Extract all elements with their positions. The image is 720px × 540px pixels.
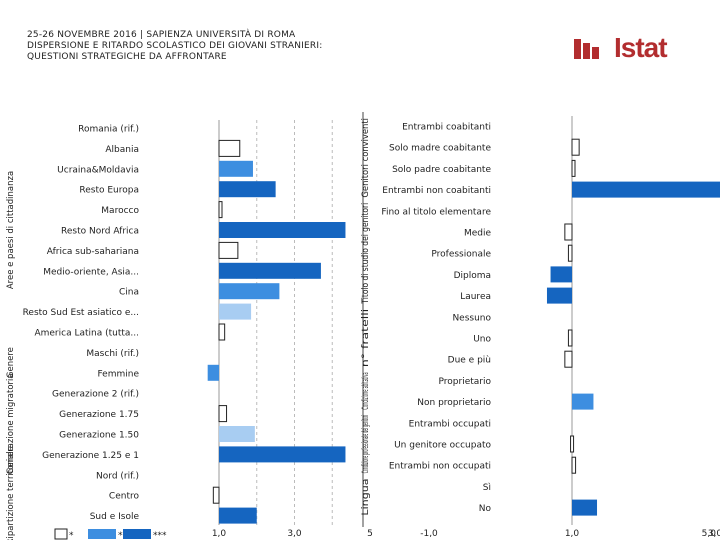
category-label: Ucraina&Moldavia	[57, 165, 139, 175]
bar	[219, 303, 252, 320]
category-label: Albania	[105, 145, 139, 155]
category-label: Solo madre coabitante	[389, 144, 491, 154]
category-label: Medio-oriente, Asia...	[43, 267, 139, 277]
category-label: Marocco	[101, 206, 139, 216]
istat-logo-icon	[574, 39, 599, 59]
bar	[219, 222, 346, 238]
group-label: Genere	[6, 347, 16, 378]
group-label: Ripartizione territoriale	[6, 446, 16, 540]
bar	[219, 283, 280, 300]
category-label: Resto Sud Est asiatico e...	[23, 308, 139, 318]
category-label: Due e più	[448, 356, 491, 366]
bar	[571, 456, 577, 474]
group-label: Aree e paesi di cittadinanza	[6, 171, 16, 289]
category-label: Generazione 2 (rif.)	[52, 390, 139, 400]
tick-label: 1,0	[212, 529, 227, 539]
bar	[219, 160, 253, 177]
category-label: Professionale	[431, 250, 491, 260]
group-label: Condizione professionale dei genitori	[361, 415, 371, 473]
category-label: America Latina (tutta...	[34, 329, 139, 339]
category-label: Proprietario	[439, 377, 492, 387]
bar	[218, 139, 241, 157]
category-label: Africa sub-sahariana	[47, 247, 139, 257]
bar	[564, 350, 573, 368]
category-label: Generazione 1.25 e 1	[42, 451, 139, 461]
category-label: Cina	[119, 288, 139, 298]
bar	[207, 364, 219, 381]
category-label: Sud e Isole	[90, 512, 140, 522]
istat-logo: Istat	[574, 32, 694, 72]
bar	[218, 201, 223, 219]
category-label: Nord (rif.)	[96, 471, 139, 481]
bar	[219, 446, 346, 463]
legend-swatch	[54, 528, 68, 540]
category-label: Sì	[483, 483, 491, 493]
bar	[219, 262, 321, 279]
category-label: Fino al titolo elementare	[381, 207, 491, 217]
category-label: Resto Nord Africa	[61, 227, 139, 237]
tick-label: -1,0	[420, 529, 438, 539]
bar	[219, 426, 255, 442]
category-label: Entrambi coabitanti	[402, 123, 491, 133]
bar	[218, 405, 228, 423]
category-label: Solo padre coabitante	[392, 165, 491, 175]
category-label: Entrambi occupati	[409, 419, 491, 429]
bar	[218, 241, 239, 259]
bar	[550, 266, 572, 283]
tick-label: 5,0	[702, 529, 717, 539]
tick-label: 3,0	[287, 529, 302, 539]
bar	[219, 181, 276, 198]
bar	[218, 323, 226, 341]
bar	[572, 393, 594, 410]
bar	[572, 181, 720, 198]
category-label: Resto Europa	[79, 186, 139, 196]
group-label: Lingua	[361, 478, 371, 515]
category-label: Uno	[473, 335, 491, 345]
legend-swatch	[88, 529, 116, 539]
tick-label: 5	[367, 529, 373, 539]
category-label: Un genitore occupato	[394, 441, 491, 451]
header-subtitle: QUESTIONI STRATEGICHE DA AFFRONTARE	[27, 52, 227, 62]
tick-label: 1,0	[565, 529, 580, 539]
header-text: 25-26 NOVEMBRE 2016 | SAPIENZA UNIVERSIT…	[27, 30, 322, 63]
legend-label: **	[118, 531, 128, 540]
bar	[219, 507, 257, 524]
bar	[546, 287, 572, 304]
legend-label: *	[69, 531, 74, 540]
category-label: Generazione 1.50	[59, 431, 139, 441]
category-label: Generazione 1.75	[59, 410, 139, 420]
category-label: Centro	[109, 492, 140, 502]
bar	[571, 159, 576, 177]
group-label: n° fratelli	[361, 309, 371, 367]
tick-label: 3,0	[708, 529, 720, 539]
legend-swatch	[123, 529, 151, 539]
bar	[212, 486, 220, 504]
category-label: Romania (rif.)	[78, 125, 139, 135]
category-label: Non proprietario	[417, 398, 491, 408]
category-label: Entrambi non coabitanti	[382, 186, 491, 196]
legend-label: ***	[153, 531, 167, 540]
group-label: Titolo di studio dei genitori	[361, 203, 371, 305]
bar	[571, 138, 580, 156]
bar	[567, 244, 573, 262]
header-title: DISPERSIONE E RITARDO SCOLASTICO DEI GIO…	[27, 41, 323, 51]
category-label: Diploma	[454, 271, 491, 281]
category-label: Maschi (rif.)	[86, 349, 139, 359]
category-label: Entrambi non occupati	[389, 462, 491, 472]
group-label: Generazione migratoria	[6, 373, 16, 474]
group-label: Genitori conviventi	[361, 118, 371, 198]
bar	[572, 499, 598, 516]
category-label: Medie	[464, 229, 492, 239]
category-label: Laurea	[460, 292, 491, 302]
header-date-venue: 25-26 NOVEMBRE 2016 | SAPIENZA UNIVERSIT…	[27, 30, 296, 40]
bar	[564, 223, 573, 241]
category-label: Femmine	[98, 369, 140, 379]
group-label: Condizione abitativa	[361, 372, 371, 409]
bar	[567, 329, 573, 347]
category-label: No	[479, 504, 492, 514]
istat-logo-text: Istat	[614, 32, 668, 63]
category-label: Nessuno	[452, 313, 491, 323]
bar	[570, 435, 575, 453]
